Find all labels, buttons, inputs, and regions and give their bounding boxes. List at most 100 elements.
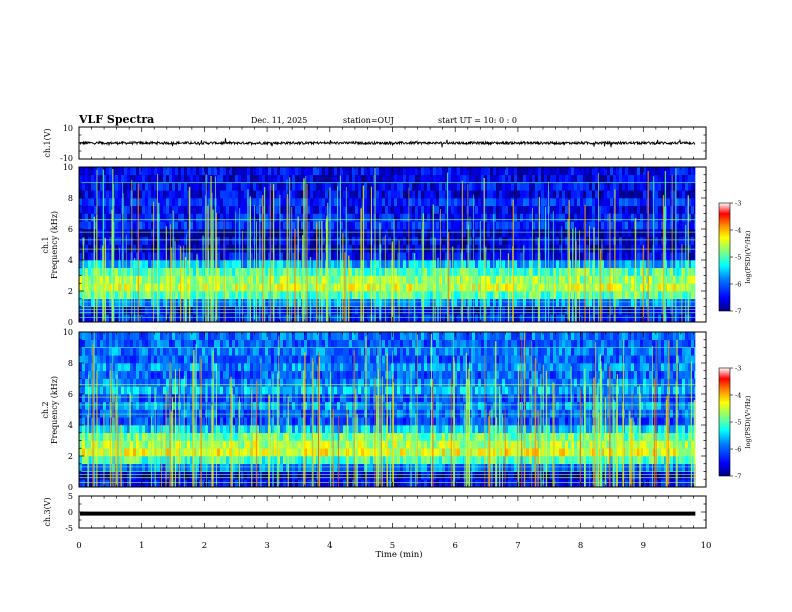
spectrogram-cell bbox=[247, 479, 251, 488]
spectrogram-cell bbox=[382, 182, 386, 191]
spectrogram-cell bbox=[172, 182, 176, 191]
spectrogram-cell bbox=[247, 205, 251, 214]
spectrogram-cell bbox=[136, 221, 140, 230]
spectrogram-cell bbox=[163, 221, 167, 230]
spectrogram-cell bbox=[205, 306, 209, 315]
spectrogram-cell bbox=[649, 182, 653, 191]
spectrogram-cell bbox=[619, 213, 623, 222]
spectrogram-cell bbox=[478, 267, 482, 276]
spectrogram-cell bbox=[115, 213, 119, 222]
spectrogram-cell bbox=[604, 174, 608, 183]
spectrogram-cell bbox=[289, 182, 293, 191]
spectrogram-cell bbox=[352, 182, 356, 191]
spectrogram-cell bbox=[115, 283, 119, 292]
spectrogram-cell bbox=[241, 221, 245, 230]
spectrogram-cell bbox=[397, 229, 401, 238]
spectrogram-cell bbox=[367, 275, 371, 284]
spectrogram-cell bbox=[313, 260, 317, 269]
spectrogram-cell bbox=[496, 479, 500, 488]
spectrogram-cell bbox=[490, 283, 494, 292]
spectrogram-cell bbox=[199, 182, 203, 191]
spectrogram-cell bbox=[166, 236, 170, 245]
spectrogram-cell bbox=[691, 205, 695, 214]
spectrogram-cell bbox=[661, 205, 665, 214]
spectrogram-cell bbox=[115, 174, 119, 183]
spectrogram-cell bbox=[655, 298, 659, 307]
spectrogram-cell bbox=[118, 463, 122, 472]
spectrogram-cell bbox=[97, 205, 101, 214]
spectrogram-cell bbox=[457, 314, 461, 323]
spectrogram-cell bbox=[355, 291, 359, 300]
spectrogram-cell bbox=[307, 213, 311, 222]
spectrogram-cell bbox=[274, 229, 278, 238]
spectrogram-cell bbox=[676, 283, 680, 292]
spectrogram-cell bbox=[652, 471, 656, 480]
spectrogram-cell bbox=[535, 291, 539, 300]
spectrogram-cell bbox=[445, 229, 449, 238]
spectrogram-cell bbox=[631, 479, 635, 488]
spectrogram-cell bbox=[637, 267, 641, 276]
spectrogram-cell bbox=[352, 298, 356, 307]
spectrogram-cell bbox=[259, 283, 263, 292]
spectrogram-cell bbox=[277, 267, 281, 276]
spectrogram-cell bbox=[214, 167, 218, 176]
spectrogram-cell bbox=[133, 221, 137, 230]
spectrogram-cell bbox=[673, 479, 677, 488]
spectrogram-cell bbox=[682, 314, 686, 323]
spectrogram-cell bbox=[484, 479, 488, 488]
spectrogram-cell bbox=[91, 229, 95, 238]
spectrogram-cell bbox=[295, 182, 299, 191]
spectrogram-cell bbox=[247, 167, 251, 176]
spectrogram-cell bbox=[427, 267, 431, 276]
spectrogram-cell bbox=[454, 198, 458, 207]
spectrogram-cell bbox=[379, 167, 383, 176]
spectrogram-cell bbox=[535, 283, 539, 292]
spectrogram-cell bbox=[364, 252, 368, 261]
spectrogram-cell bbox=[589, 229, 593, 238]
spectrogram-cell bbox=[427, 198, 431, 207]
spectrogram-cell bbox=[106, 167, 110, 176]
spectrogram-cell bbox=[166, 275, 170, 284]
spectrogram-cell bbox=[409, 190, 413, 199]
spectrogram-cell bbox=[688, 479, 692, 488]
spectrogram-cell bbox=[637, 252, 641, 261]
spectrogram-cell bbox=[445, 283, 449, 292]
spectrogram-cell bbox=[691, 471, 695, 480]
spectrogram-cell bbox=[502, 260, 506, 269]
spectrogram-cell bbox=[292, 167, 296, 176]
spectrogram-cell bbox=[676, 229, 680, 238]
spectrogram-cell bbox=[580, 306, 584, 315]
spectrogram-cell bbox=[394, 298, 398, 307]
spectrogram-cell bbox=[595, 198, 599, 207]
spectrogram-cell bbox=[559, 314, 563, 323]
spectrogram-cell bbox=[193, 236, 197, 245]
spectrogram-cell bbox=[424, 174, 428, 183]
spectrogram-cell bbox=[469, 291, 473, 300]
spectrogram-cell bbox=[550, 283, 554, 292]
spectrogram-cell bbox=[604, 236, 608, 245]
spectrogram-cell bbox=[190, 291, 194, 300]
spectrogram-cell bbox=[322, 190, 326, 199]
spectrogram-cell bbox=[211, 182, 215, 191]
spectrogram-cell bbox=[394, 229, 398, 238]
spectrogram-cell bbox=[463, 198, 467, 207]
spectrogram-cell bbox=[280, 479, 284, 488]
spectrogram-cell bbox=[310, 229, 314, 238]
spectrogram-cell bbox=[463, 205, 467, 214]
spectrogram-cell bbox=[289, 244, 293, 253]
spectrogram-cell bbox=[691, 283, 695, 292]
spectrogram-cell bbox=[148, 205, 152, 214]
spectrogram-cell bbox=[679, 229, 683, 238]
spectrogram-cell bbox=[640, 314, 644, 323]
spectrogram-cell bbox=[400, 291, 404, 300]
spectrogram-cell bbox=[418, 174, 422, 183]
spectrogram-cell bbox=[409, 306, 413, 315]
spectrogram-cell bbox=[295, 267, 299, 276]
spectrogram-cell bbox=[475, 283, 479, 292]
spectrogram-cell bbox=[382, 213, 386, 222]
spectrogram-cell bbox=[280, 236, 284, 245]
spectrogram-cell bbox=[160, 229, 164, 238]
spectrogram-cell bbox=[520, 275, 524, 284]
spectrogram-cell bbox=[673, 283, 677, 292]
spectrogram-cell bbox=[310, 198, 314, 207]
